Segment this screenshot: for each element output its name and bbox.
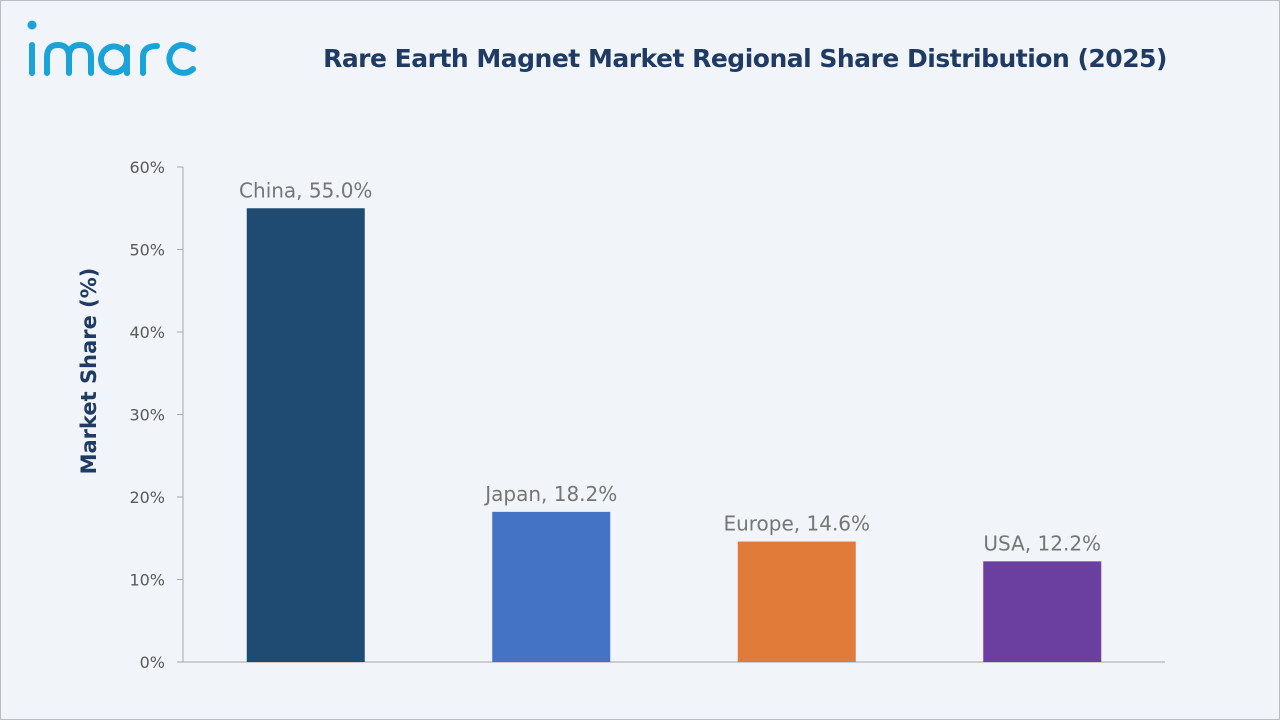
bar-china bbox=[246, 208, 365, 662]
bar-usa bbox=[983, 561, 1102, 662]
data-label-japan: Japan, 18.2% bbox=[483, 482, 617, 506]
bar-europe bbox=[737, 541, 856, 662]
data-label-usa: USA, 12.2% bbox=[983, 531, 1101, 555]
data-labels: China, 55.0% Japan, 18.2% Europe, 14.6% USA… bbox=[239, 178, 1101, 555]
bar-japan bbox=[492, 511, 611, 662]
imarc-logo bbox=[27, 20, 196, 76]
bar-series bbox=[246, 208, 1102, 662]
chart-title: Rare Earth Magnet Market Regional Share … bbox=[323, 44, 1167, 73]
y-tick-label: 40% bbox=[129, 323, 165, 342]
y-tick-label: 0% bbox=[140, 653, 165, 672]
y-tick-label: 10% bbox=[129, 571, 165, 590]
data-label-china: China, 55.0% bbox=[239, 178, 372, 202]
y-tick-label: 20% bbox=[129, 488, 165, 507]
y-tick-label: 30% bbox=[129, 406, 165, 425]
y-axis-label: Market Share (%) bbox=[77, 268, 101, 475]
data-label-europe: Europe, 14.6% bbox=[723, 512, 870, 536]
y-tick-label: 50% bbox=[129, 241, 165, 260]
y-tick-label: 60% bbox=[129, 158, 165, 177]
